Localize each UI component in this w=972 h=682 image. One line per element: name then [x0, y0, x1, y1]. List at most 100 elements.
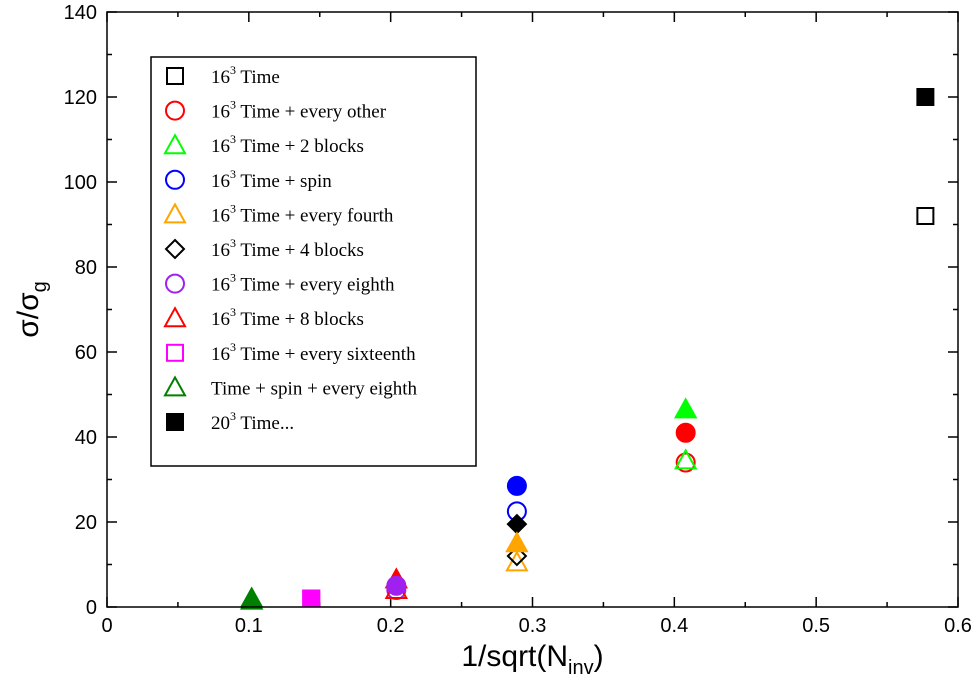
legend-label-sup: 3	[230, 63, 236, 77]
legend-label-base: 16	[211, 344, 230, 365]
legend-label-base: 16	[211, 275, 230, 296]
legend-item: 163 Time + every sixteenth	[166, 340, 416, 365]
legend-label-sup: 3	[230, 132, 236, 146]
data-point-square-filled	[916, 88, 935, 106]
legend-item: 163 Time + every other	[165, 98, 387, 123]
legend-label-base: 16	[211, 67, 230, 88]
x-axis-title-main: 1/sqrt(N	[461, 640, 568, 673]
legend-label-sup: 3	[230, 236, 236, 250]
legend-marker-triangle	[163, 306, 187, 328]
legend-box	[150, 56, 477, 467]
legend-label-base: 16	[211, 136, 230, 157]
data-point-circle-filled	[386, 575, 407, 596]
legend-item: 163 Time + 8 blocks	[163, 305, 364, 330]
legend-label-rest: Time + every eighth	[236, 275, 395, 296]
x-tick-label: 0.4	[660, 615, 688, 637]
legend-label: 163 Time + every other	[211, 98, 387, 123]
legend-marker-triangle	[163, 375, 187, 397]
legend-label: Time + spin + every eighth	[211, 378, 417, 399]
y-tick-label: 140	[64, 2, 97, 24]
legend-marker-triangle	[163, 202, 187, 224]
legend-marker-triangle	[163, 133, 187, 155]
legend-label-sup: 3	[230, 340, 236, 354]
legend-marker-diamond	[164, 238, 186, 260]
legend-item: 163 Time + 4 blocks	[164, 236, 364, 261]
x-tick-label: 0.3	[519, 615, 547, 637]
x-axis-title-end: )	[594, 640, 604, 673]
legend-label-rest: Time + spin	[236, 171, 332, 192]
legend-label: 163 Time	[211, 63, 280, 88]
legend-marker-square	[166, 343, 184, 362]
legend-label-rest: Time + 8 blocks	[236, 309, 364, 330]
legend-label: 163 Time + spin	[211, 167, 332, 192]
legend-marker-circle	[165, 273, 185, 294]
x-tick-label: 0	[101, 615, 112, 637]
data-point-circle-filled	[506, 475, 527, 496]
legend-marker-square	[166, 67, 184, 85]
data-point-triangle	[673, 448, 698, 470]
x-axis-title-sub: inv	[568, 657, 594, 679]
x-tick-label: 0.5	[802, 615, 830, 637]
plot-frame	[106, 11, 959, 608]
legend-label: 163 Time + every fourth	[211, 201, 394, 226]
legend-label-base: 16	[211, 309, 230, 330]
legend-label-rest: Time + 4 blocks	[236, 240, 364, 261]
axis-ticks: 0 0.1 0.2 0.3 0.4 0.5 0.6 0 20 40 60 80 100 120 140	[64, 2, 972, 637]
legend-label: 163 Time + every eighth	[211, 271, 395, 296]
legend-label-sup: 3	[230, 409, 236, 423]
y-axis-title-sub: g	[29, 281, 51, 292]
legend-label-rest: Time + every sixteenth	[236, 344, 416, 365]
data-point-circle-filled	[675, 422, 696, 443]
legend-label-sup: 3	[230, 98, 236, 112]
y-axis-title-main: σ/σ	[12, 292, 45, 338]
y-tick-label: 0	[86, 597, 97, 619]
data-point-diamond	[506, 545, 528, 567]
legend-label: 163 Time + every sixteenth	[211, 340, 416, 365]
legend-label-rest: Time + every other	[236, 102, 387, 123]
legend-label-sup: 3	[230, 271, 236, 285]
x-tick-label: 0.2	[377, 615, 405, 637]
legend-label-rest: Time + every fourth	[236, 205, 394, 226]
legend-marker-square-filled	[166, 413, 184, 431]
data-point-triangle-filled	[239, 586, 264, 608]
x-tick-label: 0.6	[944, 615, 972, 637]
legend-item: 163 Time + 2 blocks	[163, 132, 364, 157]
y-tick-label: 100	[64, 172, 97, 194]
x-tick-label: 0.1	[235, 615, 263, 637]
legend-label-base: 20	[211, 413, 230, 434]
legend-label: 163 Time + 4 blocks	[211, 236, 364, 261]
legend-item: Time + spin + every eighth	[163, 375, 417, 399]
legend-item: 163 Time + spin	[165, 167, 332, 192]
x-axis-title: 1/sqrt(Ninv)	[461, 640, 603, 679]
y-axis-title: σ/σg	[12, 281, 51, 338]
legend-label-sup: 3	[230, 201, 236, 215]
data-point-triangle-filled	[673, 397, 698, 419]
legend-item: 163 Time + every fourth	[163, 201, 394, 226]
legend-label-rest: Time	[236, 67, 280, 88]
y-tick-label: 120	[64, 87, 97, 109]
legend-label-base: 16	[211, 102, 230, 123]
y-tick-label: 60	[75, 342, 97, 364]
legend-label-sup: 3	[230, 167, 236, 181]
legend-item: 203 Time...	[166, 409, 294, 434]
legend-label: 163 Time + 2 blocks	[211, 132, 364, 157]
data-point-triangle-filled	[505, 531, 529, 553]
legend-item: 163 Time + every eighth	[165, 271, 395, 296]
legend-item: 163 Time	[166, 63, 280, 88]
legend-marker-circle	[165, 169, 185, 190]
legend-label: 203 Time...	[211, 409, 294, 434]
data-point-square-filled	[302, 589, 321, 608]
y-tick-label: 40	[75, 427, 97, 449]
data-points	[239, 88, 935, 610]
y-tick-label: 20	[75, 512, 97, 534]
data-point-circle	[675, 452, 696, 473]
legend-marker-circle	[165, 100, 185, 121]
legend-label-base: 16	[211, 205, 230, 226]
y-tick-label: 80	[75, 257, 97, 279]
legend-label: 163 Time + 8 blocks	[211, 305, 364, 330]
data-point-square	[916, 207, 935, 225]
legend-label-base: 16	[211, 171, 230, 192]
legend-label-base: 16	[211, 240, 230, 261]
